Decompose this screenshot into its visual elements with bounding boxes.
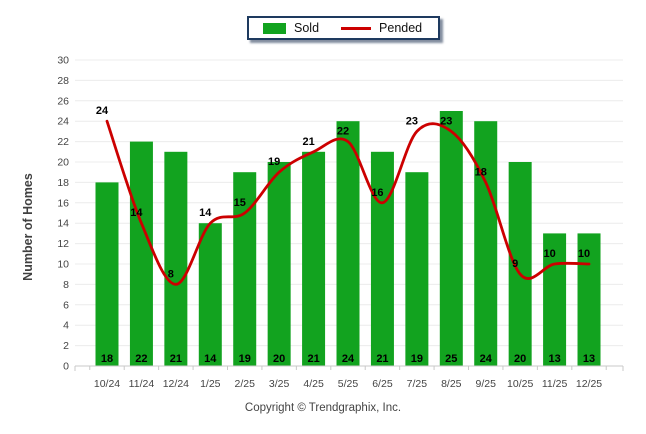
bar	[336, 121, 360, 366]
x-tick-label: 8/25	[441, 378, 462, 390]
bar-value-label: 19	[411, 353, 423, 365]
line-value-label: 23	[440, 115, 452, 127]
pended-line	[105, 119, 591, 286]
y-tick-label: 28	[57, 75, 69, 87]
y-tick-label: 16	[57, 197, 69, 209]
line-value-label: 8	[168, 268, 174, 280]
bar	[405, 172, 429, 366]
legend: Sold Pended	[247, 16, 441, 40]
x-tick-label: 11/25	[542, 378, 568, 390]
y-tick-label: 26	[57, 95, 69, 107]
bar	[164, 151, 188, 366]
bar-value-label: 21	[307, 353, 319, 365]
line-value-label: 18	[475, 166, 487, 178]
line-value-label: 24	[96, 105, 109, 117]
y-axis-title: Number of Homes	[21, 173, 35, 281]
y-tick-label: 30	[57, 55, 69, 67]
x-tick-label: 12/24	[163, 378, 189, 390]
bar-value-label: 14	[204, 353, 217, 365]
y-tick-label: 0	[63, 361, 69, 373]
bar	[508, 162, 532, 366]
bar	[198, 223, 222, 366]
bar-value-label: 18	[101, 353, 113, 365]
y-tick-label: 2	[63, 340, 69, 352]
line-value-label: 21	[302, 136, 314, 148]
bar-value-label: 21	[376, 353, 388, 365]
legend-label-sold: Sold	[294, 20, 320, 35]
bar	[267, 162, 291, 366]
line-value-label: 10	[578, 248, 590, 260]
x-tick-label: 4/25	[303, 378, 324, 390]
y-tick-label: 20	[57, 157, 69, 169]
y-tick-label: 10	[57, 259, 69, 271]
bar-value-label: 22	[135, 353, 147, 365]
y-tick-label: 8	[63, 279, 69, 291]
y-tick-label: 14	[57, 218, 69, 230]
x-tick-label: 7/25	[407, 378, 428, 390]
y-tick-label: 4	[63, 320, 69, 332]
y-tick-label: 12	[57, 238, 69, 250]
bar	[474, 121, 498, 366]
x-tick-label: 5/25	[338, 378, 359, 390]
line-value-label: 10	[543, 248, 555, 260]
bar-value-label: 13	[583, 353, 595, 365]
bar	[370, 151, 394, 366]
y-tick-label: 22	[57, 136, 69, 148]
bar-value-label: 25	[445, 353, 457, 365]
line-value-label: 9	[512, 258, 518, 270]
x-tick-label: 6/25	[372, 378, 393, 390]
x-tick-label: 10/25	[507, 378, 533, 390]
x-tick-label: 9/25	[476, 378, 497, 390]
line-value-label: 14	[199, 207, 212, 219]
x-tick-label: 2/25	[235, 378, 256, 390]
bar-value-label: 20	[273, 353, 285, 365]
bar	[439, 111, 463, 366]
line-value-label: 23	[406, 115, 418, 127]
x-tick-label: 3/25	[269, 378, 290, 390]
copyright-text: Copyright © Trendgraphix, Inc.	[244, 402, 402, 414]
y-tick-label: 24	[57, 116, 69, 128]
bar	[95, 182, 119, 366]
pended-line-swatch-icon	[341, 26, 372, 30]
x-tick-label: 10/24	[94, 378, 120, 390]
bar	[233, 172, 257, 366]
line-value-label: 19	[268, 156, 280, 168]
bar-value-label: 13	[548, 353, 560, 365]
bar-value-label: 21	[170, 353, 182, 365]
x-tick-label: 11/24	[129, 378, 155, 390]
x-tick-label: 12/25	[576, 378, 602, 390]
bar	[302, 151, 326, 366]
line-value-label: 22	[337, 126, 349, 138]
line-value-label: 15	[234, 197, 246, 209]
x-tick-label: 1/25	[200, 378, 221, 390]
line-value-label: 16	[371, 187, 383, 199]
bar-value-label: 24	[480, 353, 493, 365]
legend-label-pended: Pended	[379, 20, 423, 35]
bar-value-label: 24	[342, 353, 355, 365]
bar	[577, 233, 601, 366]
sold-swatch-icon	[263, 22, 286, 34]
y-tick-label: 18	[57, 177, 69, 189]
bar	[129, 141, 153, 366]
bar-value-label: 20	[514, 353, 526, 365]
line-value-label: 14	[130, 207, 143, 219]
bar-value-label: 19	[239, 353, 251, 365]
y-tick-label: 6	[63, 299, 69, 311]
